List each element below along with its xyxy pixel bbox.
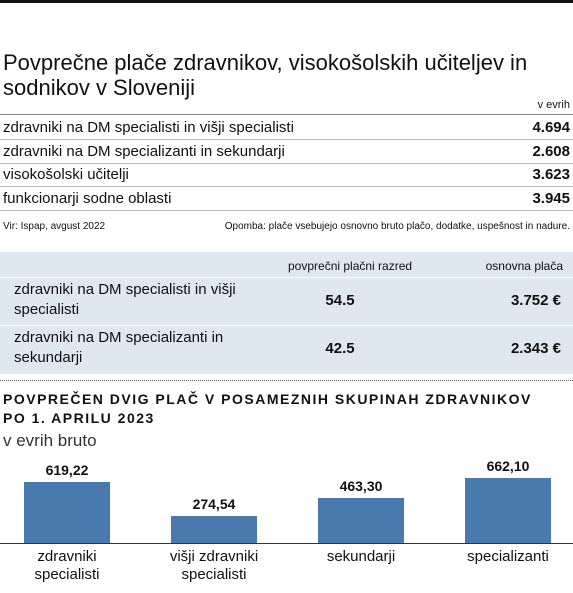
cell: 4.694	[532, 119, 570, 136]
cell: 3.752 €	[510, 292, 561, 309]
top-rule	[0, 0, 573, 3]
x-tick-label: sekundarji	[326, 548, 396, 565]
title: Povprečne plače zdravnikov, visokošolski…	[3, 50, 528, 100]
cell: 2.608	[532, 142, 570, 160]
cell: zdravniki na DM specializanti in sekunda…	[14, 329, 224, 366]
chart-title: POVPREČEN DVIG PLAČ V POSAMEZNIH SKUPINA…	[3, 391, 532, 426]
bar	[24, 482, 110, 543]
column-header: osnovna plača	[485, 259, 563, 273]
column-header: povprečni plačni razred	[288, 259, 413, 273]
cell: zdravniki na DM specialisti in višji spe…	[14, 281, 236, 318]
note: Opomba: plače vsebujejo osnovno bruto pl…	[224, 221, 570, 232]
chart-subtitle: v evrih bruto	[3, 431, 97, 450]
value-label: 662,10	[486, 458, 530, 475]
unit: v evrih	[537, 99, 570, 111]
table-row: zdravniki na DM specialisti in višji spe…	[0, 116, 573, 140]
table-row: zdravniki na DM specializanti in sekunda…	[0, 140, 573, 164]
rule	[0, 325, 573, 326]
value-label: 463,30	[339, 477, 383, 494]
rule	[0, 380, 573, 381]
cell: 54.5	[325, 292, 355, 309]
cell: zdravniki na DM specializanti in sekunda…	[3, 142, 285, 160]
x-tick-label: specializanti	[467, 548, 549, 565]
x-tick-label: zdravniki specialisti	[34, 548, 100, 583]
bar	[171, 516, 257, 543]
cell: 2.343 €	[510, 340, 561, 357]
cell: 3.945	[532, 189, 570, 207]
x-tick-label: višji zdravniki specialisti	[169, 548, 259, 583]
table-row: funkcionarji sodne oblasti 3.945	[0, 187, 573, 211]
value-label: 274,54	[192, 496, 236, 513]
baseline	[0, 543, 573, 544]
cell: zdravniki na DM specialisti in višji spe…	[3, 119, 294, 136]
rule	[0, 277, 573, 278]
table2-bg	[0, 252, 573, 374]
cell: visokošolski učitelji	[3, 166, 129, 183]
table-row: visokošolski učitelji 3.623	[0, 163, 573, 187]
cell: funkcionarji sodne oblasti	[3, 189, 172, 207]
bar	[465, 478, 551, 543]
rule	[0, 114, 573, 115]
bar	[318, 497, 404, 543]
cell: 42.5	[325, 340, 355, 357]
cell: 3.623	[532, 166, 570, 183]
value-label: 619,22	[45, 462, 89, 479]
source: Vir: Ispap, avgust 2022	[3, 221, 106, 232]
